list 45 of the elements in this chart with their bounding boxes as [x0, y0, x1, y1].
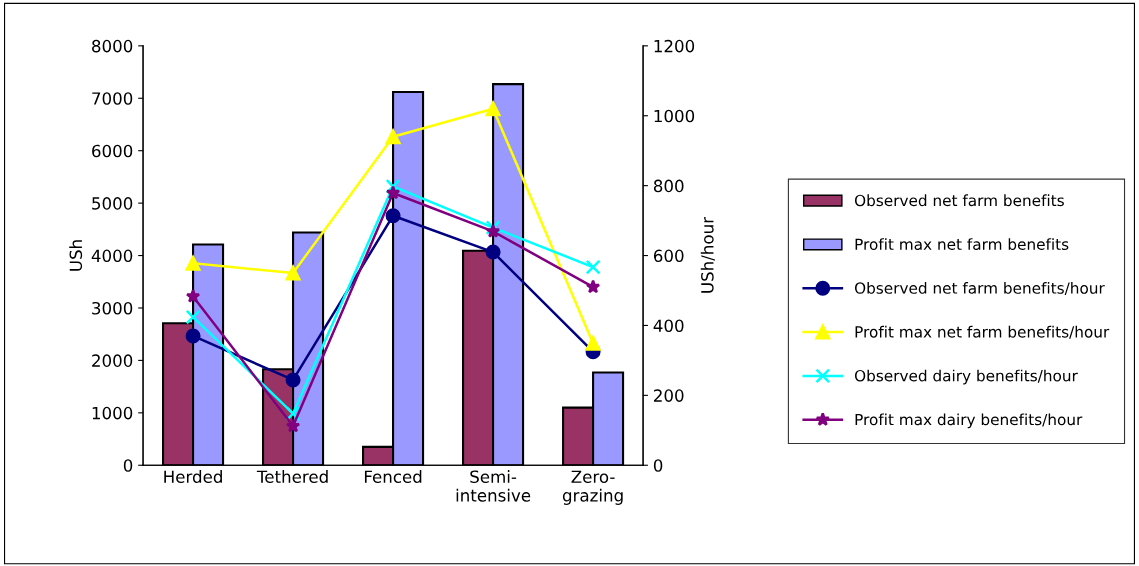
- point: [285, 265, 301, 281]
- point: [385, 178, 401, 194]
- y-tick-label: 8000: [92, 39, 133, 53]
- legend-label: Profit max net farm benefits/hour: [855, 325, 1110, 339]
- point: [185, 309, 201, 325]
- point: [285, 418, 301, 433]
- legend-label: Profit max dairy benefits/hour: [855, 413, 1083, 429]
- point: [185, 255, 201, 271]
- point: [585, 335, 601, 351]
- legend-label: Observed dairy benefits/hour: [854, 369, 1078, 385]
- y-axis-title: USh: [69, 240, 83, 271]
- x-tick-label: Tethered: [256, 470, 328, 484]
- y-tick-label: 3000: [92, 301, 133, 315]
- point: [585, 279, 601, 294]
- point: [185, 288, 201, 303]
- legend-label: Profit max net farm benefits: [855, 238, 1069, 251]
- point: [285, 372, 301, 388]
- y-tick-label: 4000: [91, 249, 133, 263]
- x-tick-label: Herded: [164, 470, 222, 484]
- y2-tick-label: 200: [654, 389, 684, 402]
- point: [485, 244, 501, 260]
- point: [485, 101, 501, 117]
- y2-tick-label: 1000: [654, 109, 695, 123]
- point: [585, 259, 601, 275]
- legend-label: Observed net farm benefits: [854, 194, 1064, 207]
- y-tick-label: 2000: [92, 354, 133, 367]
- point: [385, 208, 401, 224]
- y-tick-label: 6000: [92, 144, 133, 158]
- y2-tick-label: 0: [653, 459, 663, 472]
- y-tick-label: 7000: [92, 92, 133, 105]
- y2-tick-label: 600: [653, 249, 684, 263]
- x-tick-label: Zero- grazing: [562, 470, 623, 505]
- point: [185, 328, 201, 344]
- y2-tick-label: 400: [653, 319, 684, 333]
- x-tick-label: Semi- intensive: [456, 470, 531, 502]
- y-tick-label: 5000: [92, 197, 133, 210]
- y-tick-label: 1000: [92, 406, 133, 420]
- legend-label: Observed net farm benefits/hour: [854, 282, 1105, 296]
- y2-tick-label: 800: [653, 179, 684, 193]
- y-tick-label: 0: [123, 459, 133, 472]
- point: [385, 129, 401, 145]
- y2-tick-label: 1200: [654, 39, 695, 53]
- y2-axis-title: USh/hour: [700, 216, 715, 293]
- point: [385, 185, 401, 200]
- x-tick-label: Fenced: [364, 470, 422, 484]
